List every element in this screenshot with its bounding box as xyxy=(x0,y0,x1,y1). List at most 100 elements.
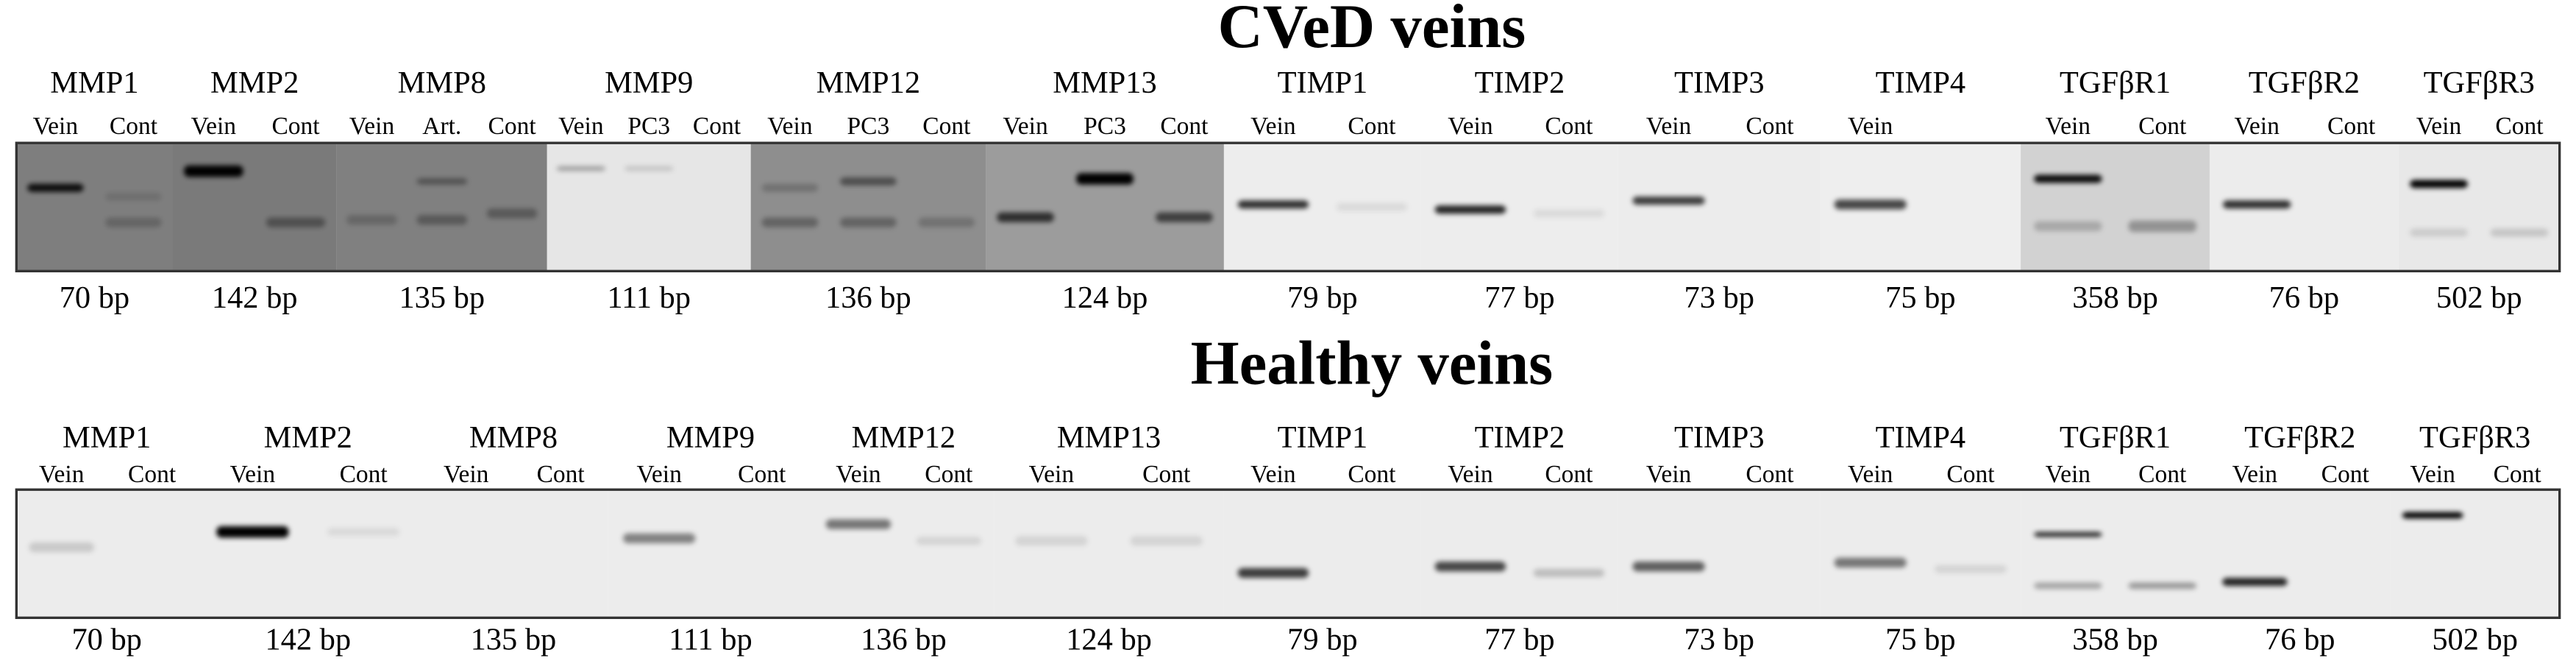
gene-label: MMP2 xyxy=(264,420,352,455)
bp-label: 111 bp xyxy=(669,623,752,657)
band xyxy=(1934,565,2007,573)
band xyxy=(1130,536,1203,546)
lane-label: Vein xyxy=(349,113,395,140)
band xyxy=(2490,228,2549,237)
bp-label: 124 bp xyxy=(1062,280,1148,315)
lane-label: Cont xyxy=(2327,113,2376,140)
bp-label: 75 bp xyxy=(1885,280,1955,315)
band xyxy=(27,183,84,192)
band xyxy=(1076,173,1134,185)
lane-label: Vein xyxy=(2046,461,2091,488)
gel-segment xyxy=(336,143,547,272)
lane-label: Cont xyxy=(693,113,741,140)
lane-label: Vein xyxy=(2416,113,2462,140)
bp-label: 142 bp xyxy=(265,623,351,657)
band xyxy=(2128,220,2196,233)
gel-segment xyxy=(197,489,419,618)
gene-label: TIMP2 xyxy=(1475,66,1565,100)
band xyxy=(184,165,243,177)
lane-label: Cont xyxy=(488,113,537,140)
band xyxy=(2034,582,2102,590)
lane-label: Cont xyxy=(1946,461,1995,488)
band xyxy=(2410,180,2468,188)
gene-label: TGFβR2 xyxy=(2244,420,2355,455)
band xyxy=(2128,582,2196,590)
bp-label: 73 bp xyxy=(1684,280,1754,315)
lane-label: Cont xyxy=(2138,113,2187,140)
lane-label: Cont xyxy=(1545,461,1593,488)
band xyxy=(416,214,468,225)
band xyxy=(1015,536,1088,546)
band xyxy=(105,192,162,201)
lane-label: Vein xyxy=(1646,461,1692,488)
lane-label: Vein xyxy=(1848,113,1893,140)
lane-label: PC3 xyxy=(847,113,890,140)
band xyxy=(2410,228,2468,237)
bp-label: 77 bp xyxy=(1484,280,1554,315)
bp-label: 502 bp xyxy=(2432,623,2518,657)
lane-label: Vein xyxy=(230,461,276,488)
panel-title: CVeD veins xyxy=(1218,0,1526,61)
lane-label: Cont xyxy=(2138,461,2187,488)
gel-segment xyxy=(16,489,198,618)
band xyxy=(623,533,696,544)
gel-segment xyxy=(608,489,814,618)
band xyxy=(327,528,400,537)
lane-label: Vein xyxy=(2232,461,2278,488)
lane-label: Cont xyxy=(922,113,971,140)
gel-segment xyxy=(172,143,337,272)
band xyxy=(416,177,468,185)
band xyxy=(29,542,94,553)
bp-label: 358 bp xyxy=(2072,280,2158,315)
band xyxy=(2034,531,2102,537)
band xyxy=(2034,174,2102,183)
gel-segment xyxy=(1820,489,2021,618)
lane-label: Vein xyxy=(1003,113,1048,140)
band xyxy=(1434,561,1506,572)
band xyxy=(1834,557,1907,568)
lane-label: Cont xyxy=(925,461,973,488)
lane-label: Vein xyxy=(558,113,604,140)
bp-label: 79 bp xyxy=(1287,280,1357,315)
gel-border xyxy=(15,141,2561,272)
bp-label: 136 bp xyxy=(825,280,911,315)
gel-segment xyxy=(2390,489,2560,618)
band xyxy=(840,177,897,186)
band xyxy=(1237,567,1309,579)
gel-segment xyxy=(2209,489,2391,618)
gel-segment xyxy=(1223,489,1421,618)
band xyxy=(1834,199,1907,210)
bp-label: 70 bp xyxy=(60,280,129,315)
gene-label: TIMP3 xyxy=(1674,66,1765,100)
gel-segment xyxy=(813,489,995,618)
lane-label: PC3 xyxy=(627,113,670,140)
lane-label: Cont xyxy=(1545,113,1593,140)
band xyxy=(918,217,975,227)
gene-label: MMP9 xyxy=(605,66,693,100)
bp-label: 77 bp xyxy=(1484,623,1554,657)
gel-segment xyxy=(16,143,173,272)
gel-segment xyxy=(750,143,986,272)
lane-label: Vein xyxy=(39,461,85,488)
gene-label: TGFβR1 xyxy=(2060,420,2171,455)
gene-label: TIMP1 xyxy=(1278,66,1368,100)
lane-label: Cont xyxy=(340,461,388,488)
band xyxy=(2222,578,2288,587)
band xyxy=(761,183,819,192)
bp-label: 502 bp xyxy=(2436,280,2522,315)
lane-label: Vein xyxy=(33,113,79,140)
bp-label: 124 bp xyxy=(1066,623,1152,657)
bp-label: 142 bp xyxy=(212,280,298,315)
lane-label: Cont xyxy=(537,461,586,488)
gene-label: TGFβR3 xyxy=(2424,66,2535,100)
bp-label: 135 bp xyxy=(471,623,557,657)
lane-label: Cont xyxy=(1746,113,1794,140)
gene-label: TIMP2 xyxy=(1475,420,1565,455)
band xyxy=(997,212,1054,222)
bp-label: 70 bp xyxy=(71,623,141,657)
gene-label: TGFβR2 xyxy=(2249,66,2360,100)
gene-label: MMP1 xyxy=(50,66,138,100)
gene-label: TGFβR3 xyxy=(2419,420,2530,455)
gene-label: TIMP4 xyxy=(1876,420,1966,455)
